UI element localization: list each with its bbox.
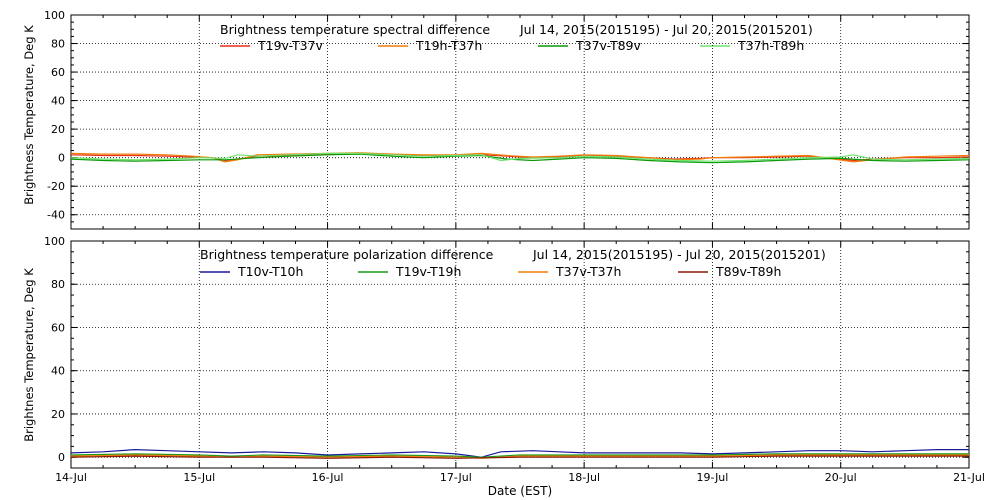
x-tick-label: 14-Jul [55, 471, 87, 484]
y-tick-label: 60 [51, 66, 65, 79]
x-tick-label: 15-Jul [183, 471, 215, 484]
legend-label: T19v-T37v [257, 38, 324, 53]
x-axis-label: Date (EST) [488, 484, 552, 498]
spectral-title: Brightness temperature spectral differen… [220, 22, 490, 37]
y-tick-label: 20 [51, 123, 65, 136]
y-tick-label: 80 [51, 38, 65, 51]
polarization-difference-panel: Brightness temperature polarization diff… [22, 235, 985, 498]
polarization-legend: T10v-T10h T19v-T19h T37v-T37h T89v-T89h [200, 264, 781, 279]
legend-label: T19h-T37h [415, 38, 482, 53]
series-line-T19v-T19h [70, 453, 969, 458]
plot-frame [70, 240, 970, 469]
y-tick-label: 40 [51, 95, 65, 108]
polarization-date-range: Jul 14, 2015(2015195) - Jul 20, 2015(201… [532, 247, 826, 262]
polarization-title: Brightness temperature polarization diff… [200, 247, 494, 262]
y-tick-label: 40 [51, 365, 65, 378]
x-tick-label: 18-Jul [568, 471, 600, 484]
spectral-date-range: Jul 14, 2015(2015195) - Jul 20, 2015(201… [519, 22, 813, 37]
y-tick-label: 100 [44, 9, 65, 22]
x-tick-label: 17-Jul [440, 471, 472, 484]
legend-label: T37v-T89v [575, 38, 642, 53]
y-tick-label: 0 [58, 451, 65, 464]
series-line-T37v-T89v [70, 153, 970, 164]
y-tick-label: 0 [58, 152, 65, 165]
spectral-difference-panel: Brightness temperature spectral differen… [22, 9, 970, 230]
y-tick-label: -20 [47, 180, 65, 193]
series-line-T10v-T10h [70, 448, 969, 458]
x-tick-label: 19-Jul [696, 471, 728, 484]
series-line-T89v-T89h [70, 455, 969, 459]
y-tick-label: 20 [51, 408, 65, 421]
plot-frame [70, 14, 970, 230]
x-tick-label: 21-Jul [953, 471, 985, 484]
legend-label: T37v-T37h [555, 264, 621, 279]
spectral-y-axis-label: Brightness Temperature, Deg K [22, 25, 36, 205]
x-tick-label: 20-Jul [825, 471, 857, 484]
x-tick-label: 16-Jul [312, 471, 344, 484]
polarization-y-axis-label: Brightnes Temperature, Deg K [22, 268, 36, 442]
spectral-legend: T19v-T37v T19h-T37h T37v-T89v T37h-T89h [220, 38, 804, 53]
legend-label: T10v-T10h [237, 264, 303, 279]
legend-label: T89v-T89h [715, 264, 781, 279]
legend-label: T19v-T19h [395, 264, 461, 279]
series-line-T37h-T89h [70, 152, 970, 162]
y-tick-label: -40 [47, 209, 65, 222]
y-tick-label: 80 [51, 278, 65, 291]
y-tick-label: 60 [51, 321, 65, 334]
y-tick-label: 100 [44, 235, 65, 248]
legend-label: T37h-T89h [737, 38, 804, 53]
